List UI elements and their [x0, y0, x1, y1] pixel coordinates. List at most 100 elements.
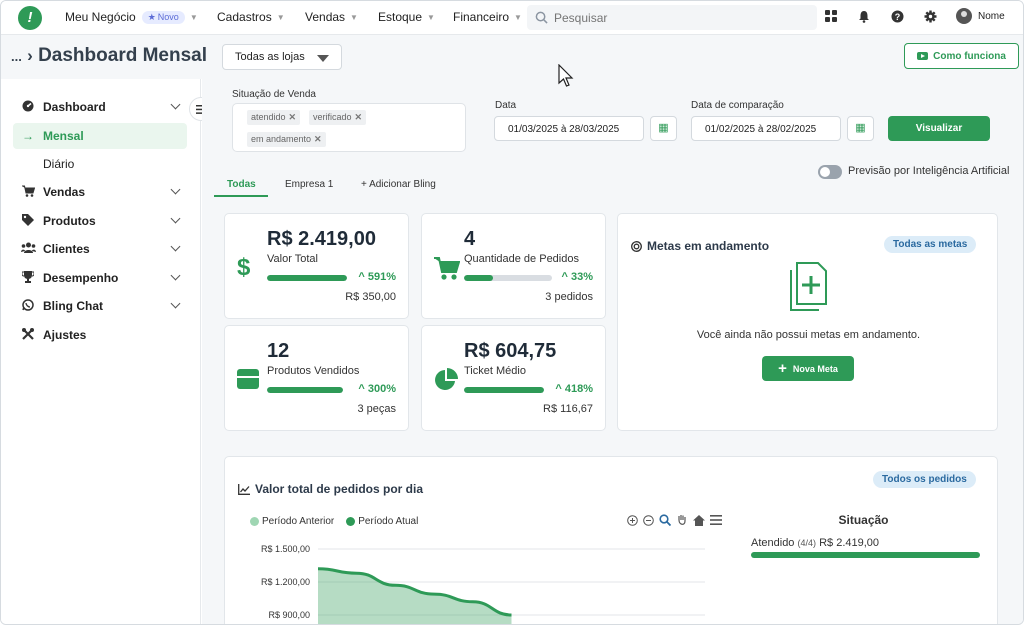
store-select[interactable]: Todas as lojas	[222, 44, 342, 70]
pan-hand-icon[interactable]	[676, 514, 688, 526]
kpi-value: 12	[267, 340, 290, 362]
goals-title: Metas em andamento	[647, 239, 770, 253]
sidebar-item-bling-chat[interactable]: Bling Chat	[13, 293, 187, 319]
breadcrumb: ... › Dashboard Mensal	[11, 45, 207, 67]
apps-grid-icon[interactable]	[824, 10, 838, 24]
cart-icon	[19, 185, 37, 200]
kpi-progress	[267, 387, 343, 393]
kpi-previous-value: R$ 116,67	[543, 403, 593, 415]
kpi-progress	[464, 275, 552, 281]
kpi-previous-value: R$ 350,00	[345, 291, 396, 303]
nav-label: Cadastros	[217, 10, 272, 24]
cart-icon	[434, 256, 461, 287]
zoom-in-icon[interactable]	[627, 514, 638, 526]
zoom-out-icon[interactable]	[643, 514, 654, 526]
kpi-card-valor-total: $ R$ 2.419,00 Valor Total ^ 591% R$ 350,…	[224, 213, 409, 319]
tab-empresa-1[interactable]: Empresa 1	[285, 179, 334, 190]
nav-vendas[interactable]: Vendas ▼	[305, 10, 358, 24]
gear-icon[interactable]	[923, 10, 937, 24]
sidebar-item-vendas[interactable]: Vendas	[13, 179, 187, 205]
compare-calendar-button[interactable]: ▦	[847, 116, 874, 141]
status-progress	[751, 552, 980, 558]
orders-header: Valor total de pedidos por dia	[238, 482, 423, 496]
app-logo[interactable]: !	[18, 6, 42, 30]
chip-label: verificado	[313, 112, 352, 122]
users-icon	[19, 242, 37, 256]
chevron-down-icon: ▼	[276, 12, 285, 22]
nav-financeiro[interactable]: Financeiro ▼	[453, 10, 522, 24]
how-it-works-button[interactable]: Como funciona	[904, 43, 1019, 69]
sidebar-item-label: Desempenho	[43, 271, 119, 285]
sidebar-item-clientes[interactable]: Clientes	[13, 236, 187, 262]
close-icon[interactable]: ✕	[314, 134, 322, 144]
new-goal-label: Nova Meta	[792, 363, 838, 374]
kpi-progress-fill	[464, 275, 494, 281]
chevron-down-icon: ▼	[427, 12, 435, 22]
kpi-change: ^ 418%	[555, 383, 593, 395]
goals-empty-text: Você ainda não possui metas em andamento…	[696, 329, 921, 341]
nav-cadastros[interactable]: Cadastros ▼	[217, 10, 285, 24]
active-tab-indicator	[214, 195, 268, 197]
help-icon[interactable]: ?	[890, 10, 904, 24]
close-icon[interactable]: ✕	[288, 112, 297, 122]
chevron-down-icon	[170, 241, 181, 252]
sidebar-item-produtos[interactable]: Produtos	[13, 208, 187, 234]
sidebar: Dashboard → Mensal Diário Vendas Produto…	[1, 79, 201, 624]
svg-text:?: ?	[894, 12, 900, 22]
new-badge: ★ Novo	[141, 10, 185, 24]
badge-label: Novo	[157, 12, 179, 22]
home-icon[interactable]	[693, 514, 705, 526]
nav-label: Vendas	[305, 10, 346, 24]
close-icon[interactable]: ✕	[354, 112, 363, 122]
chevron-up-icon: ^	[358, 271, 365, 283]
kpi-progress	[464, 387, 544, 393]
star-icon: ★	[147, 11, 156, 22]
page-title: Dashboard Mensal	[38, 45, 208, 66]
page-header: ... › Dashboard Mensal Todas as lojas Co…	[1, 35, 1023, 79]
compare-date-input[interactable]: 01/02/2025 à 28/02/2025	[691, 116, 841, 141]
hamburger-menu-icon[interactable]	[710, 515, 722, 525]
chevron-right-icon: ›	[27, 46, 33, 65]
status-label: Atendido	[751, 537, 795, 549]
nav-meu-negocio[interactable]: Meu Negócio ★ Novo ▼	[65, 10, 198, 24]
ai-forecast-toggle[interactable]	[818, 165, 842, 179]
bell-icon[interactable]	[857, 10, 871, 24]
search-input[interactable]	[554, 10, 794, 25]
tab-todas[interactable]: Todas	[227, 179, 256, 190]
status-filter-box[interactable]: atendido ✕ verificado ✕ em andamento ✕	[232, 103, 466, 152]
legend-item[interactable]: Período Anterior	[250, 516, 334, 527]
user-menu[interactable]: Nome	[956, 8, 1005, 24]
chevron-down-icon: ▼	[189, 12, 198, 22]
kpi-previous-value: 3 pedidos	[545, 291, 593, 303]
kpi-change: ^ 300%	[358, 383, 396, 395]
orders-area-chart: R$ 1.500,00 R$ 1.200,00 R$ 900,00	[261, 544, 705, 624]
search-bar[interactable]	[527, 5, 817, 30]
how-button-label: Como funciona	[933, 50, 1006, 62]
kpi-label: Ticket Médio	[464, 365, 526, 377]
date-range-input[interactable]: 01/03/2025 à 28/03/2025	[494, 116, 644, 141]
arrow-right-icon: →	[22, 129, 34, 143]
all-goals-button[interactable]: Todas as metas	[884, 236, 977, 253]
new-goal-button[interactable]: + Nova Meta	[762, 356, 854, 381]
magnifier-icon[interactable]	[659, 514, 671, 526]
pie-icon	[434, 368, 458, 399]
calendar-button[interactable]: ▦	[650, 116, 677, 141]
visualize-button[interactable]: Visualizar	[888, 116, 990, 141]
sidebar-item-diario[interactable]: Diário	[13, 151, 187, 177]
legend-item[interactable]: Período Atual	[346, 516, 418, 527]
kpi-previous-value: 3 peças	[357, 403, 396, 415]
kpi-value: R$ 604,75	[464, 340, 557, 362]
nav-estoque[interactable]: Estoque ▼	[378, 10, 435, 24]
kpi-progress-fill	[267, 275, 347, 281]
tools-icon	[19, 327, 37, 343]
all-orders-button[interactable]: Todos os pedidos	[873, 471, 976, 488]
nav-label: Estoque	[378, 10, 423, 24]
sidebar-item-mensal[interactable]: → Mensal	[13, 123, 187, 149]
kpi-progress-fill	[267, 387, 343, 393]
tab-add-bling[interactable]: + Adicionar Bling	[361, 179, 436, 190]
sidebar-item-ajustes[interactable]: Ajustes	[13, 322, 187, 348]
breadcrumb-ellipsis[interactable]: ...	[11, 49, 22, 64]
sidebar-item-desempenho[interactable]: Desempenho	[13, 265, 187, 291]
sidebar-item-dashboard[interactable]: Dashboard	[13, 94, 187, 120]
plus-icon: +	[778, 360, 787, 377]
